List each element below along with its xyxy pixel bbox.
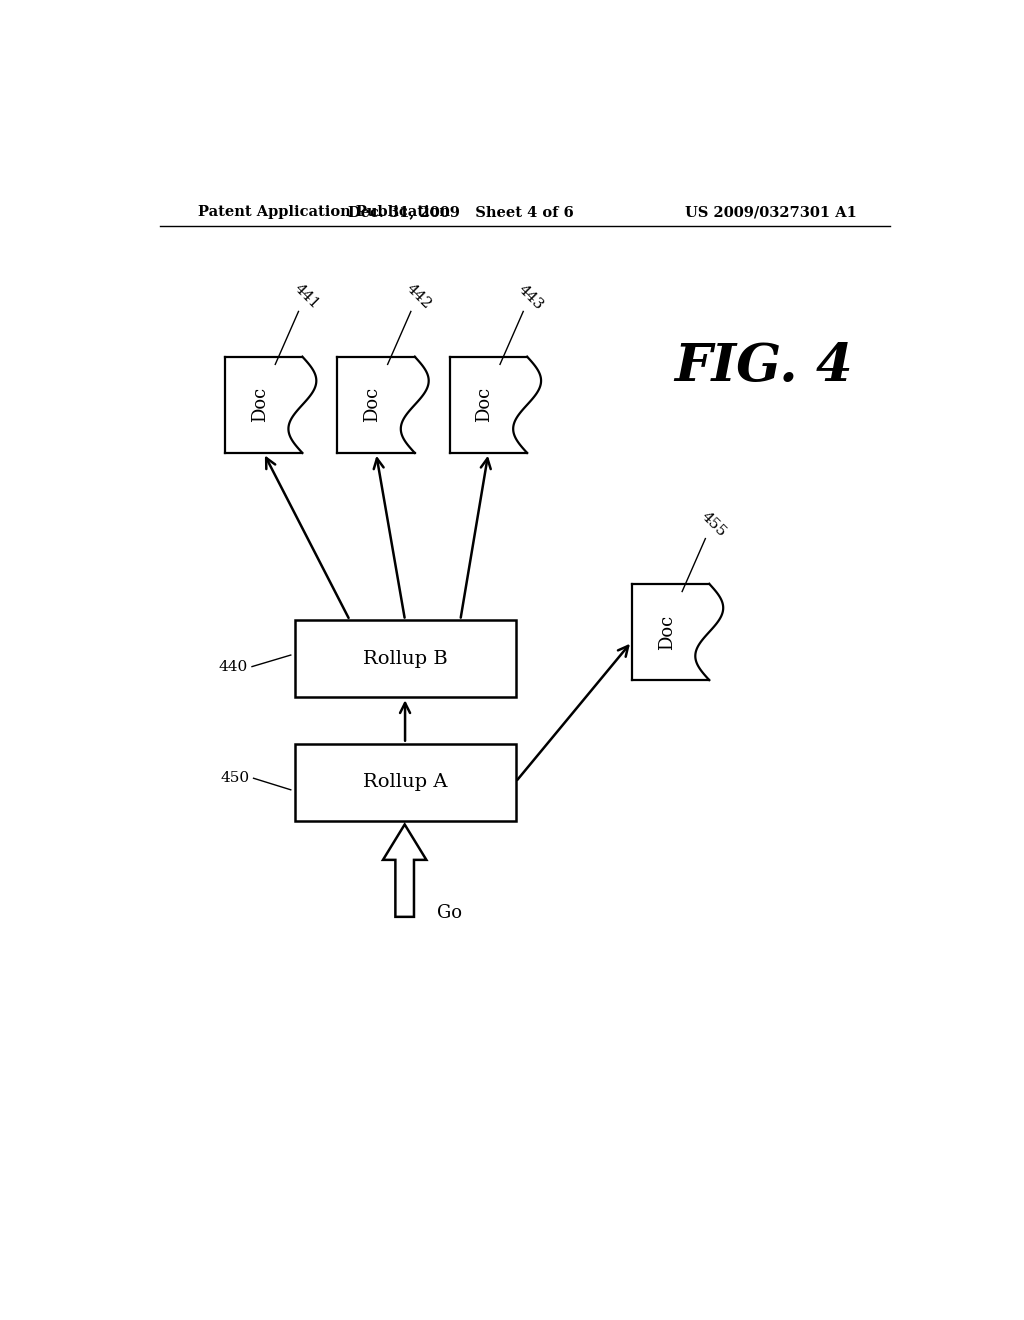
Text: FIG. 4: FIG. 4 [674, 341, 853, 392]
Text: 443: 443 [516, 281, 546, 313]
Text: Doc: Doc [475, 387, 494, 422]
Text: Go: Go [437, 904, 462, 921]
Text: 440: 440 [219, 660, 248, 673]
Bar [337, 356, 415, 453]
Bar [450, 356, 527, 453]
Polygon shape [383, 825, 426, 917]
Text: 455: 455 [698, 510, 728, 540]
Text: Doc: Doc [364, 387, 381, 422]
Text: Rollup B: Rollup B [362, 649, 447, 668]
Text: Rollup A: Rollup A [362, 774, 447, 791]
Text: Doc: Doc [251, 387, 268, 422]
Text: US 2009/0327301 A1: US 2009/0327301 A1 [685, 206, 856, 219]
Text: Patent Application Publication: Patent Application Publication [198, 206, 450, 219]
Bar [295, 743, 515, 821]
Bar [295, 620, 515, 697]
Text: 441: 441 [291, 281, 322, 313]
Bar [632, 583, 710, 680]
Bar [225, 356, 302, 453]
Text: Doc: Doc [657, 614, 676, 649]
Text: 442: 442 [403, 281, 434, 313]
Text: 450: 450 [220, 771, 250, 785]
Text: Dec. 31, 2009   Sheet 4 of 6: Dec. 31, 2009 Sheet 4 of 6 [348, 206, 574, 219]
